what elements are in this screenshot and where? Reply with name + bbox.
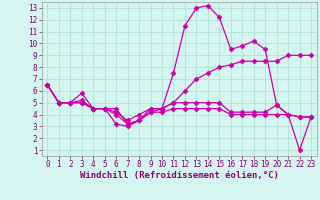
X-axis label: Windchill (Refroidissement éolien,°C): Windchill (Refroidissement éolien,°C) <box>80 171 279 180</box>
